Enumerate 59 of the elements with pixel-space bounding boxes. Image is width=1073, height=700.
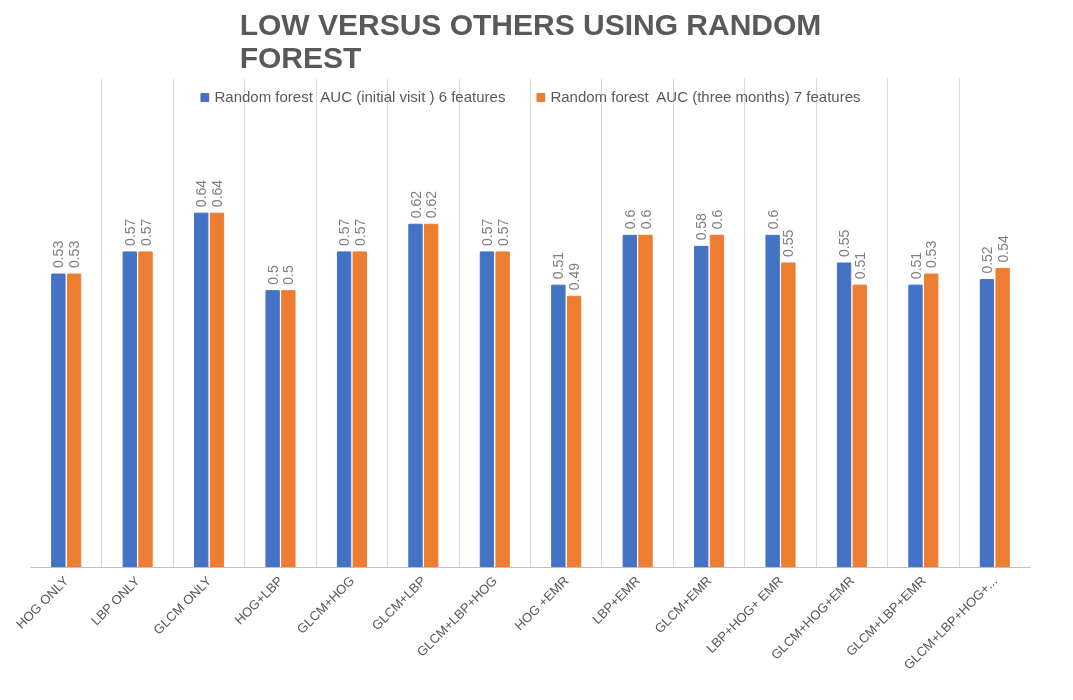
data-label: 0.64 (208, 179, 225, 208)
data-label: 0.58 (693, 212, 710, 241)
bar (979, 279, 995, 568)
bar (479, 251, 495, 568)
data-label: 0.54 (994, 235, 1011, 263)
bar (622, 234, 637, 568)
data-label: 0.6 (764, 209, 781, 230)
bar (209, 212, 225, 568)
bar (138, 251, 153, 568)
data-label: 0.53 (923, 240, 940, 269)
bar (265, 290, 280, 568)
bar (908, 284, 923, 568)
chart-title: LOW VERSUS OTHERS USING RANDOM FOREST (239, 7, 822, 74)
data-label: 0.55 (780, 229, 797, 257)
data-label: 0.57 (494, 218, 511, 246)
bar (194, 212, 209, 568)
bar (995, 268, 1010, 568)
bar (51, 273, 66, 568)
data-label: 0.62 (407, 190, 424, 219)
data-label: 0.49 (566, 262, 583, 291)
data-label: 0.57 (351, 218, 368, 246)
bar (122, 251, 137, 568)
bar (408, 223, 423, 568)
bar (694, 245, 709, 568)
data-label: 0.6 (637, 209, 654, 230)
bar (495, 251, 510, 568)
data-label: 0.51 (907, 251, 924, 280)
bar (765, 234, 780, 568)
bar (836, 262, 852, 568)
data-label: 0.53 (50, 240, 67, 269)
data-label: 0.6 (708, 209, 725, 230)
bar (281, 290, 296, 568)
data-label: 0.57 (121, 218, 138, 246)
bar (424, 223, 439, 568)
data-label: 0.55 (836, 229, 853, 257)
bar (352, 251, 367, 568)
bar (336, 251, 352, 568)
data-label: 0.5 (280, 264, 297, 285)
data-label: 0.57 (137, 218, 154, 246)
legend-label: Random forest AUC (three months) 7 features (550, 88, 861, 105)
data-label: 0.57 (336, 218, 353, 246)
data-label: 0.53 (66, 240, 83, 269)
data-label: 0.64 (193, 179, 210, 208)
data-label: 0.52 (978, 246, 995, 274)
data-label: 0.51 (851, 251, 868, 280)
bar (852, 284, 867, 568)
data-label: 0.62 (423, 190, 440, 219)
bar (638, 234, 653, 568)
data-label: 0.6 (621, 209, 638, 230)
data-label: 0.57 (478, 218, 495, 246)
data-label: 0.5 (264, 264, 281, 285)
legend-label: Random forest AUC (initial visit ) 6 features (214, 88, 506, 105)
bar (566, 295, 582, 568)
bar (781, 262, 796, 568)
data-label: 0.51 (550, 251, 567, 280)
bar (709, 234, 725, 568)
bar (924, 273, 939, 568)
bar (66, 273, 82, 568)
bar (551, 284, 566, 568)
